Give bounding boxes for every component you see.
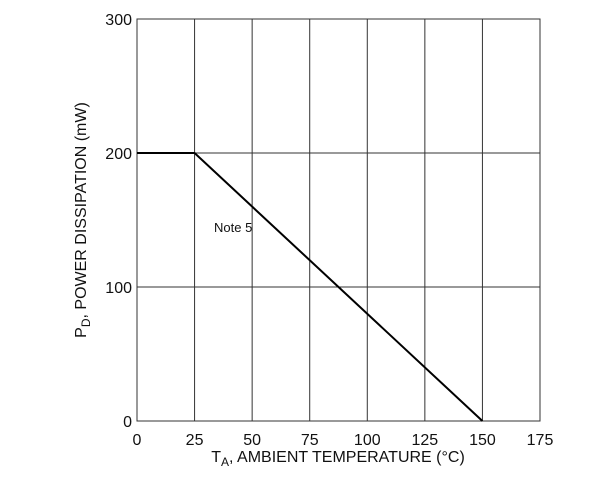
plot-frame [136, 18, 541, 422]
y-tick-label: 200 [105, 146, 132, 163]
y-axis-label: PD, POWER DISSIPATION (mW) [73, 102, 93, 338]
y-label-part: P [73, 327, 90, 338]
x-label-part: , AMBIENT TEMPERATURE (°C) [229, 449, 465, 466]
y-tick-label: 300 [105, 12, 132, 29]
x-tick-label: 150 [469, 432, 496, 449]
x-tick-label: 100 [354, 432, 381, 449]
x-tick-label: 50 [243, 432, 261, 449]
x-tick-label: 25 [186, 432, 204, 449]
x-axis-label: TA, AMBIENT TEMPERATURE (°C) [211, 449, 465, 469]
data-line [137, 152, 484, 422]
x-label-sub: A [221, 455, 229, 469]
y-tick-label: 100 [105, 280, 132, 297]
y-label-part: , POWER DISSIPATION (mW) [73, 102, 90, 318]
y-label-sub: D [79, 318, 93, 327]
x-tick-label: 175 [527, 432, 554, 449]
x-tick-label: 0 [133, 432, 142, 449]
x-tick-label: 125 [412, 432, 439, 449]
y-tick-label: 0 [123, 414, 132, 431]
x-label-part: T [211, 449, 221, 466]
x-tick-label: 75 [301, 432, 319, 449]
annotation: Note 5 [214, 220, 252, 235]
